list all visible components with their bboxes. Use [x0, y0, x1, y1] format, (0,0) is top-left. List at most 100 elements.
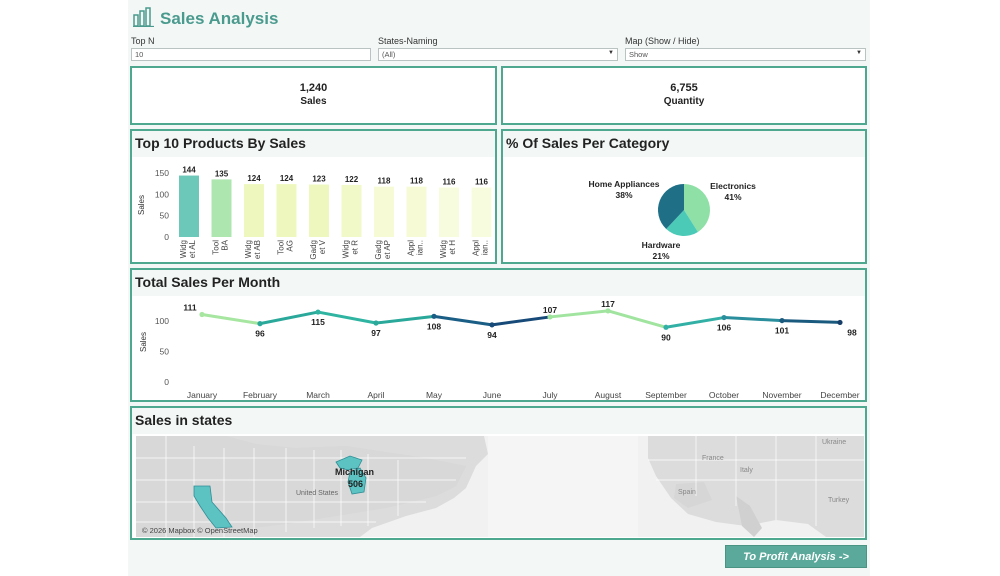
- pie-label: Home Appliances: [588, 179, 659, 189]
- x-tick-label: February: [243, 390, 278, 400]
- line-segment: [316, 310, 378, 325]
- x-tick-label: et V: [318, 239, 327, 254]
- x-tick-label: October: [709, 390, 739, 400]
- point-value-label: 115: [311, 317, 325, 327]
- x-tick-label: Widg: [244, 240, 253, 258]
- page-title: Sales Analysis: [160, 9, 279, 28]
- line-segment: [606, 309, 668, 329]
- map-canvas[interactable]: United States Ukraine France Italy Spain…: [136, 436, 864, 537]
- line-point: [547, 314, 553, 320]
- point-value-label: 90: [661, 332, 671, 342]
- map-place-label: Turkey: [828, 497, 850, 504]
- monthly-sales-title: Total Sales Per Month: [135, 274, 281, 290]
- line-point: [605, 308, 611, 314]
- x-tick-label: Widg: [342, 240, 351, 258]
- line-segment: [722, 316, 784, 323]
- y-axis-label: Sales: [137, 195, 146, 215]
- dropdown-arrow-icon: ▼: [856, 50, 862, 56]
- states-label: States-Naming: [378, 36, 438, 46]
- x-tick-label: May: [426, 390, 443, 400]
- pie-label: Electronics: [710, 181, 756, 191]
- to-profit-analysis-button[interactable]: To Profit Analysis ->: [725, 545, 867, 568]
- y-tick-label: 100: [155, 189, 169, 199]
- filter-states: States-Naming (All) ▼: [378, 36, 618, 61]
- pie-percent: 21%: [652, 251, 669, 261]
- pie-percent: 38%: [615, 190, 632, 200]
- x-tick-label: January: [187, 390, 218, 400]
- states-dropdown[interactable]: (All) ▼: [378, 48, 618, 61]
- sales-map-card: Sales in states: [130, 406, 867, 540]
- monthly-sales-line-chart: Sales 0 50 100 111 January 96 February 115 March 9…: [139, 299, 860, 400]
- y-tick-label: 0: [164, 377, 169, 387]
- kpi-sales-value: 1,240: [299, 82, 328, 94]
- x-tick-label: et R: [351, 240, 360, 255]
- map-attribution: © 2026 Mapbox © OpenStreetMap: [142, 526, 258, 535]
- x-tick-label: et H: [448, 240, 457, 255]
- point-value-label: 96: [255, 329, 265, 339]
- line-segment: [432, 314, 494, 327]
- pie-slice: [658, 184, 684, 229]
- dropdown-arrow-icon: ▼: [608, 50, 614, 56]
- y-tick-label: 50: [160, 211, 170, 221]
- bar: [244, 184, 264, 237]
- x-tick-label: Gadg: [374, 240, 383, 260]
- x-tick-label: ian..: [481, 240, 490, 255]
- line-point: [315, 309, 321, 315]
- top-n-input[interactable]: 10: [131, 48, 371, 61]
- map-base: United States Ukraine France Italy Spain…: [136, 436, 864, 537]
- x-tick-label: et AL: [188, 239, 197, 258]
- pie-percent: 41%: [724, 192, 741, 202]
- x-tick-label: April: [367, 390, 384, 400]
- bar: [211, 179, 232, 237]
- map-toggle-dropdown[interactable]: Show ▼: [625, 48, 866, 61]
- y-tick-label: 50: [160, 347, 170, 357]
- map-state-value: 506: [348, 479, 364, 489]
- x-tick-label: March: [306, 390, 330, 400]
- line-point: [489, 322, 495, 328]
- line-segment: [374, 314, 436, 325]
- sales-map-title: Sales in states: [135, 412, 233, 428]
- pie-label: Hardware: [642, 240, 681, 250]
- map-place-label: France: [702, 455, 724, 462]
- x-tick-label: July: [542, 390, 558, 400]
- map-place-label: United States: [296, 490, 339, 497]
- line-segment: [200, 313, 262, 326]
- bar-value-label: 144: [182, 166, 196, 175]
- header: Sales Analysis: [128, 0, 870, 36]
- map-state-label: Michigan: [335, 467, 375, 477]
- point-value-label: 108: [427, 321, 441, 331]
- bar: [179, 175, 199, 237]
- x-tick-label: August: [595, 390, 622, 400]
- bar-value-label: 135: [215, 169, 229, 178]
- bar-value-label: 118: [410, 177, 423, 186]
- line-point: [431, 313, 437, 319]
- bar-value-label: 124: [280, 174, 294, 183]
- x-tick-label: Appl: [407, 240, 416, 256]
- line-point: [663, 324, 669, 330]
- map-place-label: Ukraine: [822, 439, 846, 446]
- x-tick-label: Appl: [472, 240, 481, 256]
- filter-top-n: Top N 10: [131, 36, 371, 61]
- line-point: [257, 321, 263, 327]
- bar-value-label: 122: [345, 175, 359, 184]
- x-tick-label: Gadg: [309, 240, 318, 260]
- kpi-quantity-value: 6,755: [670, 82, 698, 94]
- point-value-label: 111: [183, 303, 197, 313]
- x-tick-label: AG: [286, 240, 295, 252]
- y-axis-label: Sales: [139, 332, 148, 352]
- line-point: [199, 311, 205, 318]
- point-value-label: 97: [371, 328, 381, 338]
- line-point: [373, 320, 379, 326]
- bar: [406, 186, 427, 237]
- point-value-label: 107: [543, 305, 557, 315]
- kpi-quantity-card: 6,755 Quantity: [501, 66, 867, 125]
- point-value-label: 101: [775, 326, 789, 336]
- kpi-sales-label: Sales: [300, 96, 327, 107]
- x-tick-label: et AB: [253, 240, 262, 259]
- point-value-label: 98: [847, 327, 857, 337]
- filter-map: Map (Show / Hide) Show ▼: [625, 36, 866, 61]
- point-value-label: 117: [601, 299, 615, 309]
- kpi-quantity-label: Quantity: [663, 96, 705, 107]
- y-tick-label: 100: [155, 316, 169, 326]
